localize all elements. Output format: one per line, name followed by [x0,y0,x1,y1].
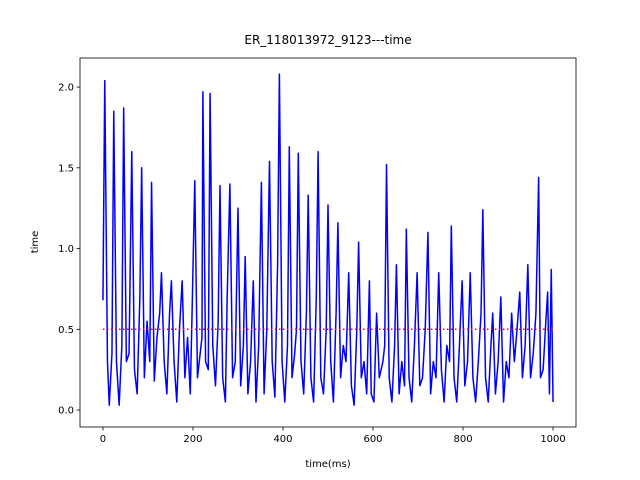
x-tick-label: 800 [453,434,472,445]
y-tick-label: 1.0 [58,244,74,255]
y-axis-label: time [30,231,41,254]
y-tick-label: 0.0 [58,406,74,417]
plot-frame [79,57,577,428]
x-axis-label: time(ms) [305,459,350,470]
x-tick-label: 400 [273,434,292,445]
y-tick-label: 0.5 [58,325,74,336]
y-tick-label: 1.5 [58,163,74,174]
x-tick-label: 1000 [540,434,565,445]
x-tick-label: 600 [363,434,382,445]
y-tick-label: 2.0 [58,83,74,94]
data-line [102,73,554,406]
chart-title: ER_118013972_9123---time [244,33,411,47]
x-tick-label: 200 [183,434,202,445]
x-tick-label: 0 [100,434,106,445]
